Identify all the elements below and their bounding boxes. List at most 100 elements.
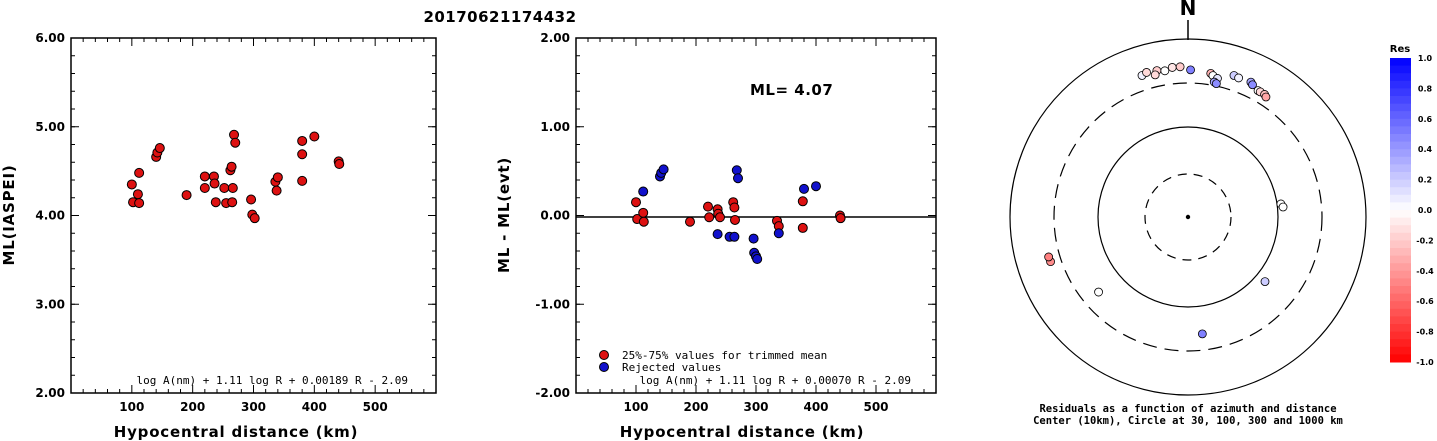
colorbar-cell — [1390, 118, 1411, 127]
station-marker — [1278, 202, 1288, 212]
data-point — [246, 194, 257, 205]
data-point — [210, 197, 221, 208]
formula-text: log A(nm) + 1.11 log R + 0.00070 R - 2.0… — [639, 374, 911, 387]
circle-30km — [1144, 173, 1232, 261]
colorbar-cell — [1390, 339, 1411, 348]
y-tick-label: 2.00 — [35, 386, 65, 400]
formula-text: log A(nm) + 1.11 log R + 0.00189 R - 2.0… — [136, 374, 408, 387]
x-tick-label: 500 — [863, 400, 888, 414]
colorbar-tick-label: -0.2 — [1416, 236, 1434, 245]
colorbar-cell — [1390, 225, 1411, 234]
data-point — [685, 216, 695, 227]
colorbar-cell — [1390, 210, 1411, 219]
colorbar-tick-label: 0.6 — [1418, 115, 1433, 124]
data-point — [209, 178, 220, 189]
north-label: N — [1180, 0, 1197, 20]
x-tick-label: 300 — [743, 400, 768, 414]
data-point — [638, 186, 649, 197]
data-point — [703, 201, 713, 212]
colorbar-cell — [1390, 134, 1411, 143]
station-marker — [1211, 79, 1221, 89]
data-point — [219, 182, 230, 193]
colorbar-cell — [1390, 179, 1411, 188]
data-point — [733, 173, 743, 184]
y-axis-label: ML - ML(evt) — [495, 157, 513, 273]
data-point — [297, 149, 308, 160]
station-marker — [1234, 73, 1244, 83]
colorbar-tick-label: -0.6 — [1416, 297, 1434, 306]
station-marker — [1261, 92, 1271, 102]
data-points — [126, 129, 345, 224]
data-point — [249, 213, 260, 224]
colorbar-cell — [1390, 141, 1411, 150]
colorbar-tick-label: 0.4 — [1418, 145, 1433, 154]
colorbar-cell — [1390, 194, 1411, 203]
ml-vs-distance-panel: 100 200 300 400 500 2.00 3.00 4.00 5.00 6.00 Hypo… — [0, 31, 437, 441]
legend-marker-trimmed — [599, 350, 609, 360]
residual-vs-distance-panel: 100 200 300 400 500 -2.00 -1.00 0.00 1.00 2.00 ML… — [495, 31, 937, 441]
colorbar-cell — [1390, 293, 1411, 302]
y-tick-label: 3.00 — [35, 297, 65, 311]
colorbar-tick-label: -0.8 — [1416, 328, 1434, 337]
y-tick-label: 4.00 — [35, 209, 65, 223]
data-point — [271, 185, 282, 196]
data-point — [227, 182, 238, 193]
data-point — [748, 233, 759, 244]
station-marker — [1150, 70, 1160, 80]
colorbar-cell — [1390, 111, 1411, 120]
station-marker — [1094, 287, 1103, 297]
axis-ticks — [576, 37, 936, 394]
colorbar-cell — [1390, 263, 1411, 272]
colorbar-cell — [1390, 96, 1411, 105]
data-point — [334, 159, 345, 170]
x-tick-label: 300 — [241, 400, 266, 414]
data-point — [134, 167, 145, 178]
chart-title: 20170621174432 — [423, 8, 577, 26]
y-tick-label: 2.00 — [540, 31, 570, 45]
data-point — [752, 253, 763, 264]
colorbar-cell — [1390, 248, 1411, 257]
data-point — [811, 181, 821, 192]
colorbar-cell — [1390, 73, 1411, 82]
data-point — [199, 182, 210, 193]
station-marker — [1197, 329, 1207, 339]
data-point — [227, 197, 238, 208]
colorbar-cell — [1390, 232, 1411, 241]
data-point — [638, 207, 649, 218]
colorbar-cell — [1390, 301, 1411, 310]
data-point — [631, 197, 641, 208]
map-caption-line2: Center (10km), Circle at 30, 100, 300 an… — [1033, 415, 1343, 427]
y-tick-label: 0.00 — [540, 209, 570, 223]
x-tick-label: 200 — [683, 400, 708, 414]
residual-azimuth-map: N Residuals as a function of azimuth and… — [1009, 0, 1367, 427]
data-point — [729, 231, 740, 242]
station-marker — [1142, 68, 1151, 77]
data-point — [297, 175, 308, 186]
y-tick-label: -2.00 — [535, 386, 570, 400]
y-tick-label: 6.00 — [35, 31, 65, 45]
colorbar-cell — [1390, 126, 1411, 135]
tick-labels: 100 200 300 400 500 2.00 3.00 4.00 5.00 6.00 — [35, 31, 387, 414]
colorbar-cell — [1390, 354, 1411, 363]
ml-value: ML= 4.07 — [750, 81, 833, 99]
station-marker — [1186, 65, 1195, 75]
epicenter-dot — [1185, 214, 1191, 220]
y-tick-label: 1.00 — [540, 120, 570, 134]
circle-1000km — [1009, 38, 1367, 396]
data-point — [154, 143, 165, 154]
data-point — [835, 213, 846, 224]
station-marker — [1167, 63, 1177, 72]
data-point — [729, 202, 740, 213]
data-point — [181, 190, 192, 201]
colorbar-cell — [1390, 286, 1411, 295]
x-axis-label: Hypocentral distance (km) — [620, 423, 865, 441]
colorbar-cell — [1390, 65, 1411, 74]
x-axis-label: Hypocentral distance (km) — [114, 423, 359, 441]
data-point — [797, 222, 808, 233]
colorbar-cell — [1390, 217, 1411, 226]
colorbar-cell — [1390, 103, 1411, 112]
data-point — [272, 172, 283, 183]
colorbar-cell — [1390, 164, 1411, 173]
y-tick-label: -1.00 — [535, 297, 570, 311]
